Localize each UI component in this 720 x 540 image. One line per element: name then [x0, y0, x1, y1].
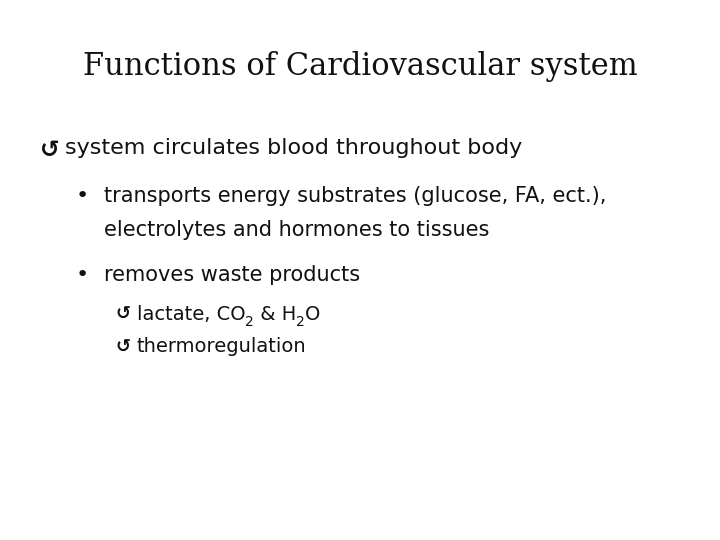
Text: Functions of Cardiovascular system: Functions of Cardiovascular system: [83, 51, 637, 82]
Text: removes waste products: removes waste products: [104, 265, 361, 285]
Text: 2: 2: [297, 315, 305, 329]
Text: thermoregulation: thermoregulation: [137, 338, 307, 356]
Text: •: •: [76, 186, 89, 206]
Text: ↺: ↺: [40, 138, 59, 161]
Text: electrolytes and hormones to tissues: electrolytes and hormones to tissues: [104, 220, 490, 240]
Text: lactate, CO: lactate, CO: [137, 305, 246, 324]
Text: transports energy substrates (glucose, FA, ect.),: transports energy substrates (glucose, F…: [104, 186, 607, 206]
Text: & H: & H: [254, 305, 297, 324]
Text: system circulates blood throughout body: system circulates blood throughout body: [65, 138, 522, 158]
Text: 2: 2: [246, 315, 254, 329]
Text: •: •: [76, 265, 89, 285]
Text: O: O: [305, 305, 320, 324]
Text: ↺: ↺: [115, 338, 130, 355]
Text: ↺: ↺: [115, 305, 130, 323]
